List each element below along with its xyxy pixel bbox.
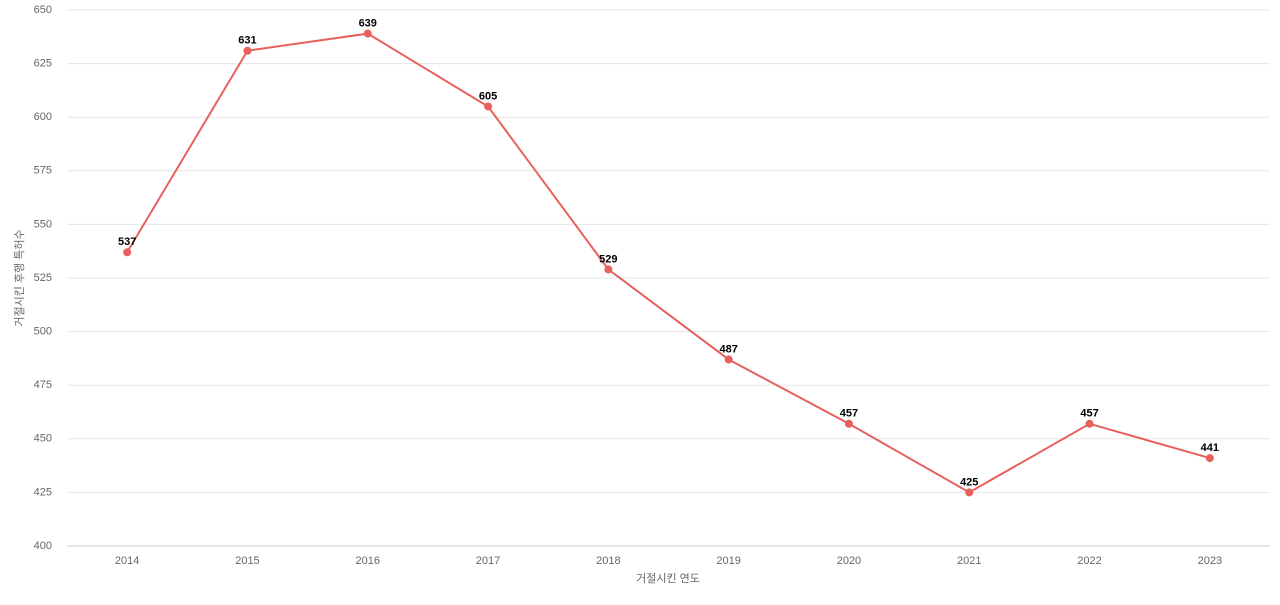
value-label: 457 bbox=[840, 408, 858, 420]
x-tick-label: 2019 bbox=[716, 555, 740, 567]
y-tick-label: 575 bbox=[34, 165, 52, 177]
x-tick-label: 2018 bbox=[596, 555, 620, 567]
point bbox=[1205, 454, 1214, 463]
point bbox=[965, 488, 974, 497]
x-tick-label: 2022 bbox=[1077, 555, 1101, 567]
x-axis-label: 거절시킨 연도 bbox=[636, 572, 700, 585]
y-tick-label: 450 bbox=[34, 433, 52, 445]
y-tick-label: 500 bbox=[34, 326, 52, 338]
y-tick-label: 600 bbox=[34, 111, 52, 123]
point bbox=[363, 29, 372, 38]
x-tick-label: 2014 bbox=[115, 555, 139, 567]
x-tick-label: 2015 bbox=[235, 555, 259, 567]
y-tick-label: 625 bbox=[34, 58, 52, 70]
point bbox=[484, 102, 493, 111]
x-tick-label: 2017 bbox=[476, 555, 500, 567]
point bbox=[123, 248, 132, 257]
point bbox=[243, 46, 252, 55]
value-label: 487 bbox=[719, 343, 737, 355]
y-tick-label: 525 bbox=[34, 272, 52, 284]
y-tick-label: 425 bbox=[34, 486, 52, 498]
y-tick-label: 475 bbox=[34, 379, 52, 391]
value-label: 639 bbox=[359, 17, 377, 29]
x-tick-label: 2023 bbox=[1198, 555, 1222, 567]
y-tick-label: 650 bbox=[34, 4, 52, 16]
value-label: 425 bbox=[960, 476, 978, 488]
x-tick-label: 2020 bbox=[837, 555, 861, 567]
x-tick-label: 2021 bbox=[957, 555, 981, 567]
y-tick-label: 400 bbox=[34, 540, 52, 552]
point bbox=[724, 355, 733, 364]
point bbox=[604, 265, 613, 274]
value-label: 529 bbox=[599, 253, 617, 265]
value-label: 605 bbox=[479, 90, 497, 102]
value-label: 537 bbox=[118, 236, 136, 248]
point bbox=[1085, 419, 1094, 428]
point bbox=[844, 419, 853, 428]
value-label: 457 bbox=[1080, 408, 1098, 420]
y-axis-label: 거절시킨 후행 특허수 bbox=[13, 229, 26, 326]
value-label: 441 bbox=[1201, 442, 1219, 454]
x-tick-label: 2016 bbox=[356, 555, 380, 567]
y-tick-label: 550 bbox=[34, 218, 52, 230]
value-label: 631 bbox=[238, 35, 256, 47]
line bbox=[126, 32, 1211, 494]
